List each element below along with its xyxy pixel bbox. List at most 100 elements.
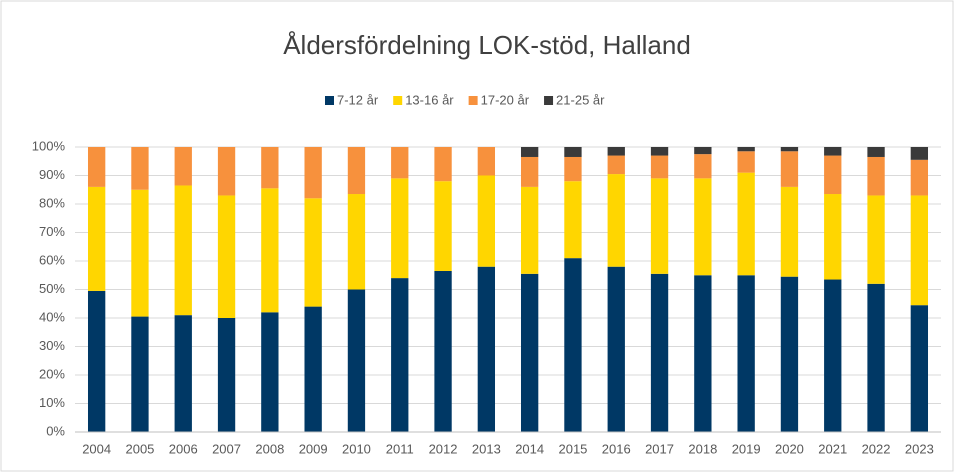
bar-segment xyxy=(477,147,496,176)
bar-segment xyxy=(564,258,582,432)
bar-segment xyxy=(824,194,842,280)
y-tick-label: 70% xyxy=(39,224,65,239)
y-tick-label: 30% xyxy=(39,338,65,353)
x-tick-label: 2021 xyxy=(818,441,847,456)
x-tick-label: 2004 xyxy=(82,441,111,456)
bar-segment xyxy=(434,181,452,271)
bar-segment xyxy=(564,181,582,259)
bar-segment xyxy=(780,151,799,187)
bar-segment xyxy=(520,186,539,274)
bar-segment xyxy=(261,312,279,432)
bar-segment xyxy=(694,147,712,155)
legend-label: 13-16 år xyxy=(405,92,454,107)
x-tick-label: 2014 xyxy=(515,441,544,456)
bar-segment xyxy=(607,266,625,432)
x-tick-label: 2017 xyxy=(645,441,674,456)
y-tick-label: 90% xyxy=(39,167,65,182)
bar-segment xyxy=(131,189,149,317)
legend-swatch xyxy=(393,96,403,105)
bar-segment xyxy=(347,289,366,432)
x-tick-label: 2011 xyxy=(386,441,414,456)
bar-segment xyxy=(304,198,322,307)
bar-segment xyxy=(607,174,625,267)
y-tick-label: 40% xyxy=(39,309,65,324)
bar-segment xyxy=(391,147,409,179)
bar-segment xyxy=(737,275,755,432)
x-tick-label: 2009 xyxy=(299,441,328,456)
bar-segment xyxy=(520,156,539,187)
bar-segment xyxy=(391,178,409,279)
bar-segment xyxy=(650,273,669,432)
bar-segment xyxy=(261,188,279,313)
bar-segment xyxy=(304,147,322,199)
x-tick-label: 2010 xyxy=(342,441,371,456)
bar-segment xyxy=(650,178,669,274)
bar-segment xyxy=(304,306,322,432)
bar-segment xyxy=(910,159,929,196)
bar-segment xyxy=(867,156,885,196)
y-tick-label: 50% xyxy=(39,281,65,296)
bar-segment xyxy=(520,147,539,157)
chart-title: Åldersfördelning LOK-stöd, Halland xyxy=(283,30,691,60)
bar-segment xyxy=(174,147,192,186)
y-tick-label: 60% xyxy=(39,252,65,267)
bar-segment xyxy=(391,278,409,432)
bar-segment xyxy=(824,147,842,156)
x-tick-label: 2016 xyxy=(602,441,631,456)
bar-segment xyxy=(174,185,192,316)
bar-segment xyxy=(910,195,929,306)
bar-segment xyxy=(780,147,799,152)
x-tick-label: 2019 xyxy=(732,441,761,456)
bar-segment xyxy=(780,186,799,277)
bar-segment xyxy=(217,195,236,318)
legend-label: 7-12 år xyxy=(337,92,379,107)
bar-segment xyxy=(737,151,755,173)
bar-segment xyxy=(867,283,885,432)
bar-segment xyxy=(434,270,452,432)
bar-segment xyxy=(737,147,755,152)
y-tick-label: 80% xyxy=(39,195,65,210)
bar-segment xyxy=(607,155,625,175)
x-tick-label: 2006 xyxy=(169,441,198,456)
bar-segment xyxy=(131,316,149,432)
x-tick-label: 2013 xyxy=(472,441,501,456)
bar-segment xyxy=(261,147,279,189)
x-tick-label: 2008 xyxy=(255,441,284,456)
y-tick-label: 10% xyxy=(39,395,65,410)
bar-segment xyxy=(347,147,366,195)
legend-label: 17-20 år xyxy=(481,92,530,107)
bar-segment xyxy=(867,147,885,157)
x-tick-label: 2020 xyxy=(775,441,804,456)
x-tick-label: 2018 xyxy=(688,441,717,456)
legend-swatch xyxy=(468,96,478,105)
bar-segment xyxy=(607,147,625,156)
x-tick-label: 2015 xyxy=(558,441,587,456)
bar-segment xyxy=(780,276,799,432)
x-tick-label: 2023 xyxy=(905,441,934,456)
bar-segment xyxy=(564,156,582,182)
bar-segment xyxy=(650,155,669,179)
y-tick-label: 100% xyxy=(32,138,66,153)
bar-segment xyxy=(910,147,929,160)
bar-segment xyxy=(217,318,236,432)
bar-segment xyxy=(477,175,496,267)
bar-segment xyxy=(737,172,755,276)
bar-segment xyxy=(174,315,192,432)
legend-label: 21-25 år xyxy=(556,92,605,107)
x-tick-label: 2007 xyxy=(212,441,241,456)
bar-segment xyxy=(520,273,539,432)
legend-swatch xyxy=(544,96,554,105)
x-tick-label: 2005 xyxy=(125,441,154,456)
bar-segment xyxy=(867,195,885,284)
bar-segment xyxy=(87,147,106,187)
y-tick-label: 20% xyxy=(39,366,65,381)
bar-segment xyxy=(434,147,452,182)
bar-segment xyxy=(694,275,712,432)
bar-segment xyxy=(564,147,582,157)
x-tick-label: 2022 xyxy=(862,441,891,456)
x-tick-label: 2012 xyxy=(429,441,458,456)
bar-segment xyxy=(910,305,929,432)
bar-segment xyxy=(650,147,669,156)
bar-segment xyxy=(87,186,106,291)
bar-segment xyxy=(131,147,149,190)
